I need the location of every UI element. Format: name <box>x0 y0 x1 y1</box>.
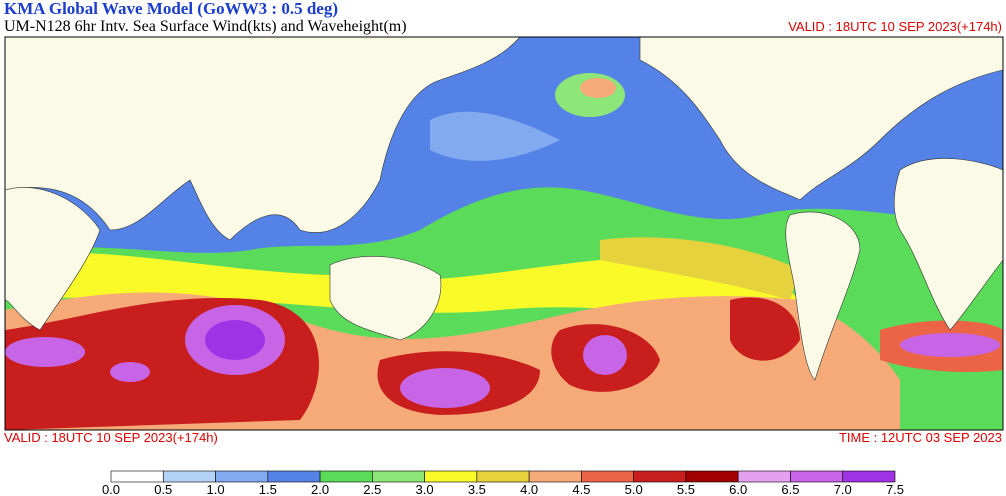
colorbar-swatch <box>319 470 373 483</box>
colorbar-tick-label: 6.0 <box>729 482 747 496</box>
colorbar-tick-label: 6.5 <box>781 482 799 496</box>
colorbar-swatch <box>372 470 425 483</box>
colorbar-swatch <box>737 470 791 483</box>
colorbar-swatch <box>633 470 687 483</box>
colorbar-tick-label: 5.5 <box>677 482 695 496</box>
colorbar-swatch <box>581 470 634 483</box>
title: KMA Global Wave Model (GoWW3 : 0.5 deg) <box>4 0 338 18</box>
colorbar-swatch <box>528 470 582 483</box>
colorbar-tick-label: 4.0 <box>520 482 538 496</box>
colorbar: 0.0 0.5 1.0 1.5 2.0 2.5 3.0 3.5 4.0 4.5 5.0 5.5 6.0 6… <box>102 470 904 496</box>
subtitle: UM-N128 6hr Intv. Sea Surface Wind(kts) … <box>4 18 407 35</box>
colorbar-tick-label: 2.0 <box>311 482 329 496</box>
colorbar-tick-label: 1.5 <box>259 482 277 496</box>
colorbar-swatch <box>215 470 269 483</box>
valid-time-footer: VALID : 18UTC 10 SEP 2023(+174h) <box>4 430 218 445</box>
map <box>4 36 1004 431</box>
colorbar-tick-label: 5.0 <box>625 482 643 496</box>
colorbar-swatch <box>790 470 844 483</box>
colorbar-tick-label: 3.5 <box>468 482 486 496</box>
colorbar-tick-label: 3.0 <box>416 482 434 496</box>
colorbar-tick-label: 0.0 <box>102 482 120 496</box>
colorbar-tick-label: 7.5 <box>886 482 904 496</box>
colorbar-tick-label: 1.0 <box>206 482 224 496</box>
colorbar-swatch <box>110 470 164 483</box>
colorbar-tick-label: 0.5 <box>154 482 172 496</box>
colorbar-swatch <box>424 470 478 483</box>
colorbar-tick-label: 2.5 <box>363 482 381 496</box>
colorbar-swatch <box>685 470 739 483</box>
colorbar-tick-label: 4.5 <box>572 482 590 496</box>
colorbar-swatch <box>162 470 216 483</box>
init-time: TIME : 12UTC 03 SEP 2023 <box>839 430 1002 445</box>
colorbar-swatch <box>267 470 321 483</box>
colorbar-tick-label: 7.0 <box>834 482 852 496</box>
valid-time: VALID : 18UTC 10 SEP 2023(+174h) <box>788 19 1002 34</box>
colorbar-swatch <box>476 470 530 483</box>
colorbar-swatch <box>842 470 896 483</box>
